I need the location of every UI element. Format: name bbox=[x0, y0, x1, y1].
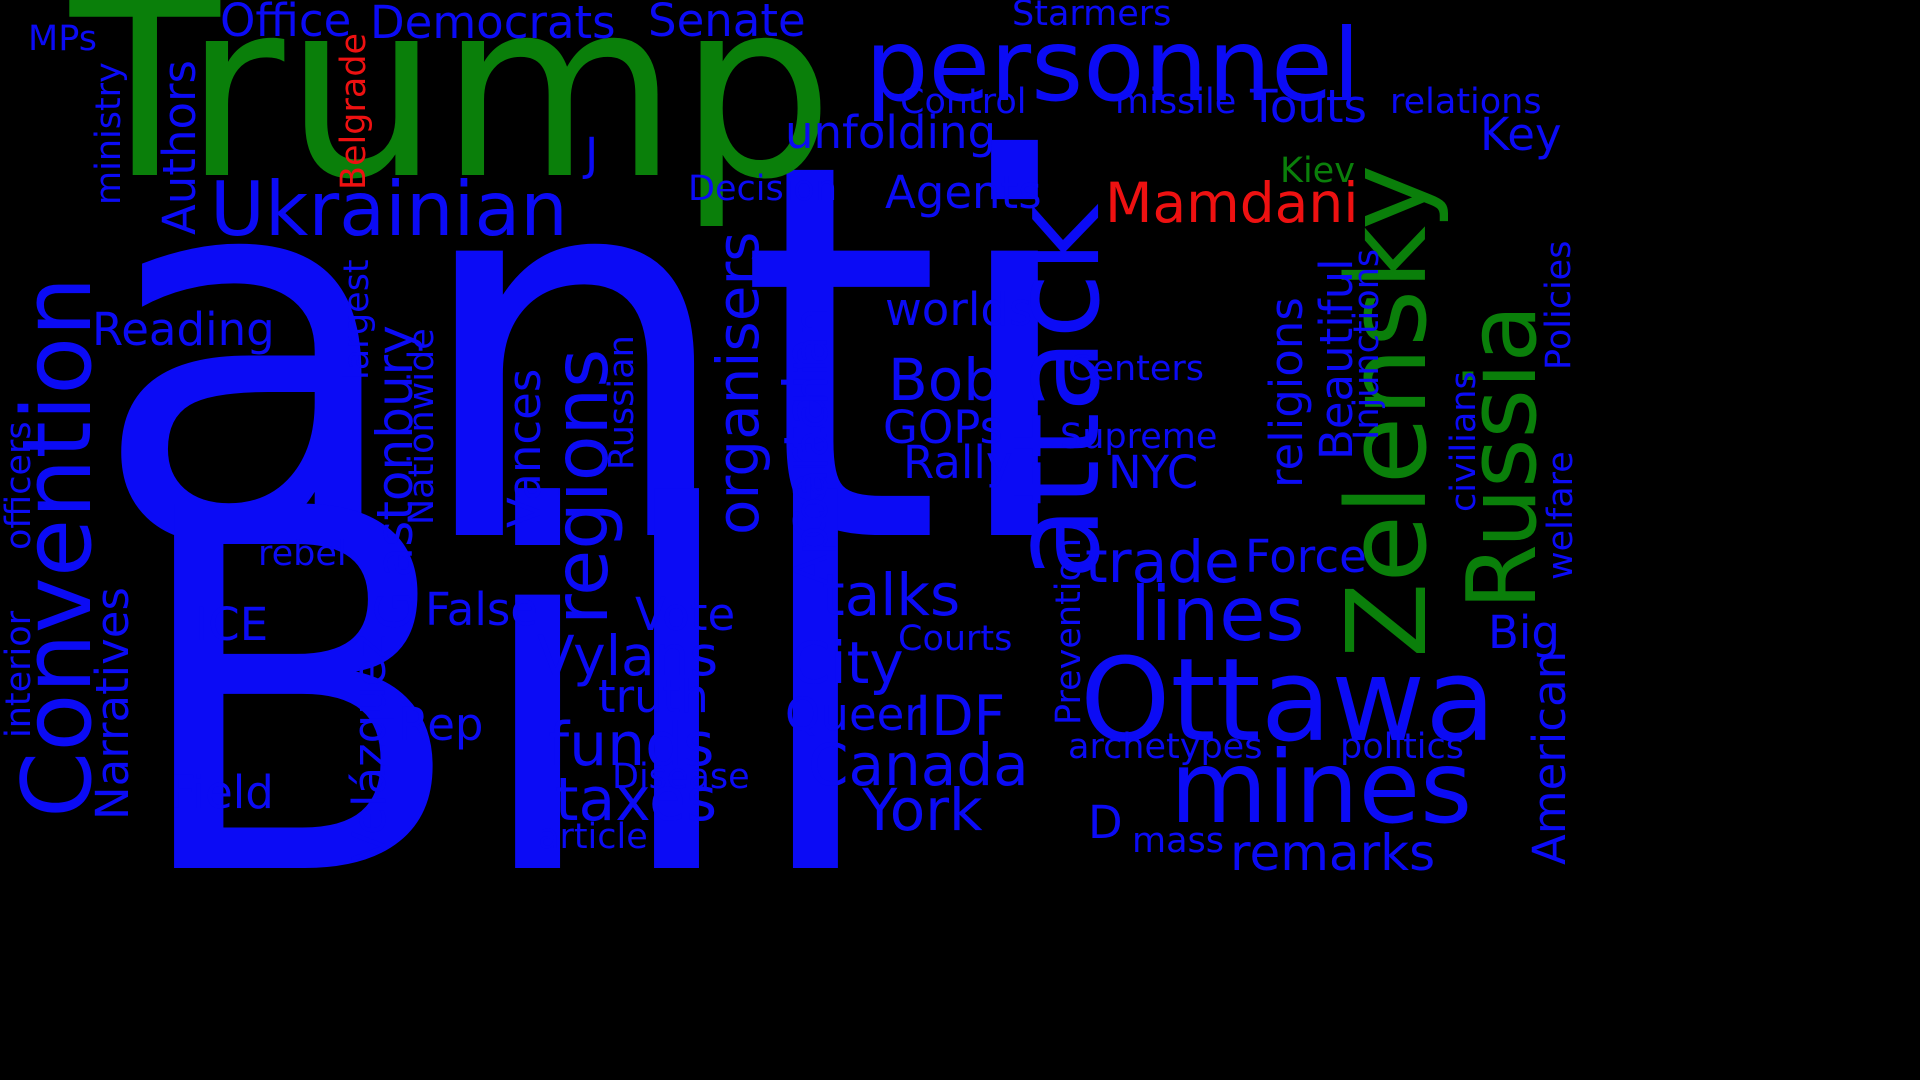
cloud-word: funds bbox=[548, 710, 715, 780]
cloud-word: personnel bbox=[865, 7, 1360, 124]
cloud-word: American bbox=[1523, 651, 1576, 865]
cloud-word: interior bbox=[0, 610, 39, 738]
cloud-word: Authors bbox=[153, 60, 206, 235]
cloud-word: Bill bbox=[125, 404, 885, 986]
cloud-word: religions bbox=[1260, 297, 1313, 488]
cloud-word: Ukrainian bbox=[210, 165, 568, 253]
cloud-word: ICE bbox=[195, 598, 268, 651]
cloud-word: remarks bbox=[1230, 824, 1435, 882]
cloud-word: Touts bbox=[1249, 80, 1367, 133]
cloud-word: mines bbox=[1170, 729, 1472, 846]
cloud-word: Rally bbox=[903, 436, 1013, 489]
cloud-word: Decision bbox=[688, 169, 837, 209]
cloud-word: City bbox=[790, 629, 904, 697]
cloud-word: D bbox=[1088, 796, 1123, 849]
cloud-word: York bbox=[861, 776, 983, 844]
cloud-word: organisers bbox=[704, 231, 772, 535]
cloud-word: largest bbox=[337, 259, 377, 380]
cloud-word: politics bbox=[1340, 727, 1464, 767]
cloud-word: Mamdani bbox=[1105, 171, 1359, 235]
cloud-word: missile bbox=[1115, 82, 1236, 122]
cloud-word: relations bbox=[1390, 82, 1542, 122]
cloud-word: ministry bbox=[89, 62, 129, 205]
cloud-word: unfolding bbox=[785, 106, 996, 159]
cloud-word: Agents bbox=[885, 166, 1042, 219]
cloud-word: Centers bbox=[1068, 349, 1204, 389]
cloud-word: Disease bbox=[612, 757, 750, 797]
cloud-word: Key bbox=[1480, 108, 1562, 161]
cloud-word: Vote bbox=[635, 588, 735, 641]
cloud-word: Belgrade bbox=[334, 33, 374, 190]
cloud-word: Glastonbury bbox=[366, 325, 424, 630]
cloud-word: taxes bbox=[555, 765, 717, 835]
cloud-word: worlds bbox=[885, 283, 1032, 336]
cloud-word: Rep bbox=[398, 698, 484, 751]
cloud-word: welfare bbox=[1541, 451, 1581, 580]
cloud-word: Canada bbox=[808, 731, 1029, 799]
cloud-word: attack bbox=[988, 203, 1127, 580]
cloud-word: Policies bbox=[1539, 241, 1579, 370]
cloud-word: Office bbox=[220, 0, 351, 47]
cloud-word: GOPs bbox=[883, 401, 1003, 454]
cloud-word: Senate bbox=[648, 0, 806, 47]
cloud-word: trade bbox=[1085, 528, 1240, 596]
cloud-word: Kiev bbox=[1280, 151, 1355, 191]
cloud-word: rebel bbox=[258, 534, 347, 574]
cloud-word: Russia bbox=[1448, 304, 1558, 610]
cloud-word: Appalachian bbox=[785, 308, 838, 585]
cloud-word: Force bbox=[1245, 530, 1367, 583]
cloud-word: archetypes bbox=[1068, 727, 1262, 767]
cloud-word: Nationwide bbox=[402, 328, 442, 525]
cloud-word: Courts bbox=[898, 619, 1012, 659]
cloud-word: Queer bbox=[785, 688, 923, 741]
cloud-word: NYC bbox=[1108, 446, 1198, 499]
cloud-word: Velázquez bbox=[343, 635, 396, 862]
cloud-word: lines bbox=[1130, 570, 1304, 658]
cloud-word: Vances bbox=[498, 369, 551, 528]
cloud-word: IDF bbox=[915, 684, 1005, 748]
cloud-word: Bob bbox=[888, 346, 1000, 414]
cloud-word: Zelensky bbox=[1323, 165, 1451, 658]
cloud-word: Injunctions bbox=[1347, 249, 1387, 440]
cloud-word: article bbox=[538, 817, 648, 857]
cloud-word: regions bbox=[537, 349, 625, 625]
cloud-word: Prevention bbox=[1049, 538, 1089, 725]
cloud-word: Reading bbox=[92, 303, 275, 356]
cloud-word: Ottawa bbox=[1080, 634, 1496, 768]
cloud-word: False bbox=[425, 583, 538, 636]
cloud-word: Starmers bbox=[1012, 0, 1171, 34]
cloud-word: civilians bbox=[1444, 371, 1484, 512]
cloud-word: Russian bbox=[602, 335, 642, 470]
cloud-word: Convention bbox=[3, 276, 113, 818]
cloud-word: Control bbox=[900, 82, 1027, 122]
cloud-word: J bbox=[582, 128, 598, 181]
cloud-word: MPs bbox=[28, 19, 97, 59]
cloud-word: certain bbox=[771, 337, 839, 540]
cloud-word: truth bbox=[598, 670, 709, 723]
cloud-word: Vylans bbox=[537, 624, 718, 688]
cloud-word: Narratives bbox=[86, 587, 139, 820]
cloud-word: Beautiful bbox=[1310, 258, 1363, 460]
cloud-word: Trump bbox=[69, 0, 834, 233]
cloud-word: Supreme bbox=[1060, 417, 1217, 457]
cloud-word: officers bbox=[0, 421, 39, 550]
cloud-word: anti bbox=[90, 52, 1087, 658]
cloud-word: Democrats bbox=[370, 0, 616, 49]
cloud-word: Big bbox=[1488, 606, 1560, 659]
cloud-word: mass bbox=[1132, 821, 1224, 861]
cloud-word: Field bbox=[170, 766, 274, 819]
cloud-word: talks bbox=[822, 561, 960, 629]
